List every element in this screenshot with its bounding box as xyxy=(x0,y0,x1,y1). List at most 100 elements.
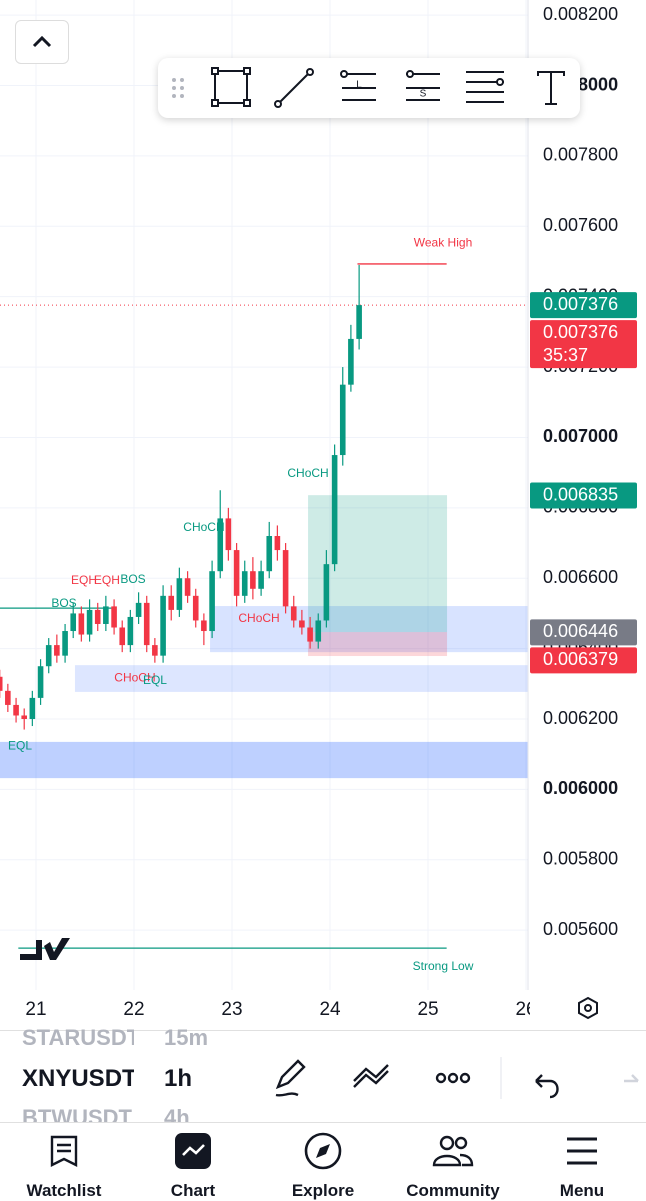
timeframe-option[interactable]: 4h xyxy=(164,1105,190,1123)
candle-body xyxy=(86,609,93,635)
icon xyxy=(304,1132,342,1170)
settings-icon[interactable] xyxy=(578,996,598,1020)
candle-body xyxy=(339,384,346,456)
candle-body xyxy=(152,645,158,656)
candle-body xyxy=(119,627,126,646)
x-axis: 21 22 23 24 25 26 xyxy=(25,999,530,1020)
y-tick-label: 0.006600 xyxy=(543,567,618,587)
redo-button[interactable] xyxy=(624,1074,639,1083)
long-position-tool[interactable] xyxy=(340,70,376,101)
price-tag xyxy=(530,320,637,369)
candle-body xyxy=(192,595,199,621)
annotation: Strong Low xyxy=(413,959,474,973)
candle-body xyxy=(217,518,224,572)
candle-body xyxy=(5,690,11,705)
x-tick-label: 23 xyxy=(221,999,242,1020)
annotation: EQH xyxy=(94,573,120,587)
symbol-option[interactable]: STARUSDT xyxy=(22,1025,134,1045)
candle-body xyxy=(160,595,166,656)
candle-body xyxy=(258,571,264,589)
symbol-picker: STARUSDT XNYUSDT BTWUSDT 15m 1h 4h xyxy=(0,1025,646,1123)
text-tool[interactable] xyxy=(537,71,565,105)
y-tick-label: 0.005800 xyxy=(543,849,618,869)
candle-body xyxy=(356,305,362,339)
nav-label: Explore xyxy=(291,1181,355,1200)
candle-body xyxy=(94,609,101,624)
x-tick-label: 25 xyxy=(417,999,438,1020)
tool-letter: L xyxy=(356,80,362,91)
candle-body xyxy=(315,620,322,642)
patterns-button[interactable] xyxy=(353,1064,389,1088)
y-tick-label: 0.006200 xyxy=(543,708,618,728)
zone xyxy=(0,741,528,779)
candle-body xyxy=(143,602,150,646)
candle-body xyxy=(0,676,3,691)
nav-menu[interactable]: Menu xyxy=(527,1123,637,1201)
candle-body xyxy=(78,613,85,635)
symbol-option[interactable]: BTWUSDT xyxy=(22,1105,132,1123)
nav-explore[interactable]: Explore xyxy=(268,1123,378,1201)
nav-label: Menu xyxy=(559,1181,605,1200)
annotation: CHoCH xyxy=(114,670,155,684)
annotation: EQL xyxy=(143,673,167,687)
nav-watchlist[interactable]: Watchlist xyxy=(9,1123,119,1201)
candle-body xyxy=(127,616,134,646)
price-tag-label: 0.006446 xyxy=(543,621,618,641)
candle-body xyxy=(21,715,28,720)
price-tag-countdown: 35:37 xyxy=(543,345,588,365)
price-tag-label: 0.007376 xyxy=(543,322,618,342)
bottom-nav: Watchlist Chart Explore Community Menu xyxy=(0,1122,646,1201)
candle-body xyxy=(250,571,256,589)
nav-chart[interactable]: Chart xyxy=(138,1123,248,1201)
candle-body xyxy=(111,606,117,628)
annotation: Weak High xyxy=(414,235,472,249)
candle-body xyxy=(201,620,207,632)
icon xyxy=(432,1135,474,1167)
draw-button[interactable] xyxy=(275,1059,306,1097)
drag-handle[interactable] xyxy=(172,78,184,98)
short-position-tool[interactable] xyxy=(406,70,440,101)
candle-body xyxy=(274,536,281,551)
annotation: EQH xyxy=(71,573,97,587)
candle-body xyxy=(290,606,297,621)
zone xyxy=(74,665,528,692)
nav-community[interactable]: Community xyxy=(398,1123,508,1201)
candle-body xyxy=(331,455,338,565)
y-tick-label: 0.005600 xyxy=(543,919,618,939)
symbol-selected[interactable]: XNYUSDT xyxy=(22,1065,134,1092)
nav-label: Chart xyxy=(170,1181,216,1200)
nav-label: Watchlist xyxy=(26,1181,102,1200)
candle-body xyxy=(241,571,248,596)
fib-tool[interactable] xyxy=(466,71,504,103)
zone xyxy=(210,606,528,653)
price-tag-label: 0.006379 xyxy=(543,649,618,669)
candle-body xyxy=(266,536,273,572)
plot-area: Weak High Strong Low CHoCH CHoCH CHoCH CHoCH B… xyxy=(0,0,528,990)
candle-body xyxy=(233,550,240,596)
candle-body xyxy=(54,645,60,656)
annotation: BOS xyxy=(51,596,76,610)
more-button[interactable] xyxy=(435,1072,471,1084)
rectangle-tool[interactable] xyxy=(211,67,251,107)
y-tick-label: 0.008200 xyxy=(543,4,618,24)
candle-body xyxy=(103,606,109,624)
timeframe-option[interactable]: 15m xyxy=(164,1025,209,1045)
undo-button[interactable] xyxy=(535,1074,559,1099)
timeframe-selected[interactable]: 1h xyxy=(164,1065,193,1092)
candle-body xyxy=(323,564,330,621)
candle-body xyxy=(37,666,44,698)
toolbar-icons: L S xyxy=(172,67,565,108)
price-tag-label: 0.006835 xyxy=(543,484,618,504)
candle-body xyxy=(282,550,289,607)
y-tick-label: 0.006000 xyxy=(543,778,618,798)
trendline-tool[interactable] xyxy=(274,68,314,108)
nav-label: Community xyxy=(406,1181,500,1200)
candle-body xyxy=(176,578,183,610)
price-axis: 0.0056000.0058000.0060000.0062000.006400… xyxy=(530,4,637,939)
collapse-button[interactable] xyxy=(15,20,69,64)
candle-body xyxy=(70,613,77,632)
chevron-up xyxy=(32,35,52,48)
candle-body xyxy=(29,697,36,720)
x-tick-label: 21 xyxy=(25,999,46,1020)
x-tick-label: 24 xyxy=(319,999,341,1020)
